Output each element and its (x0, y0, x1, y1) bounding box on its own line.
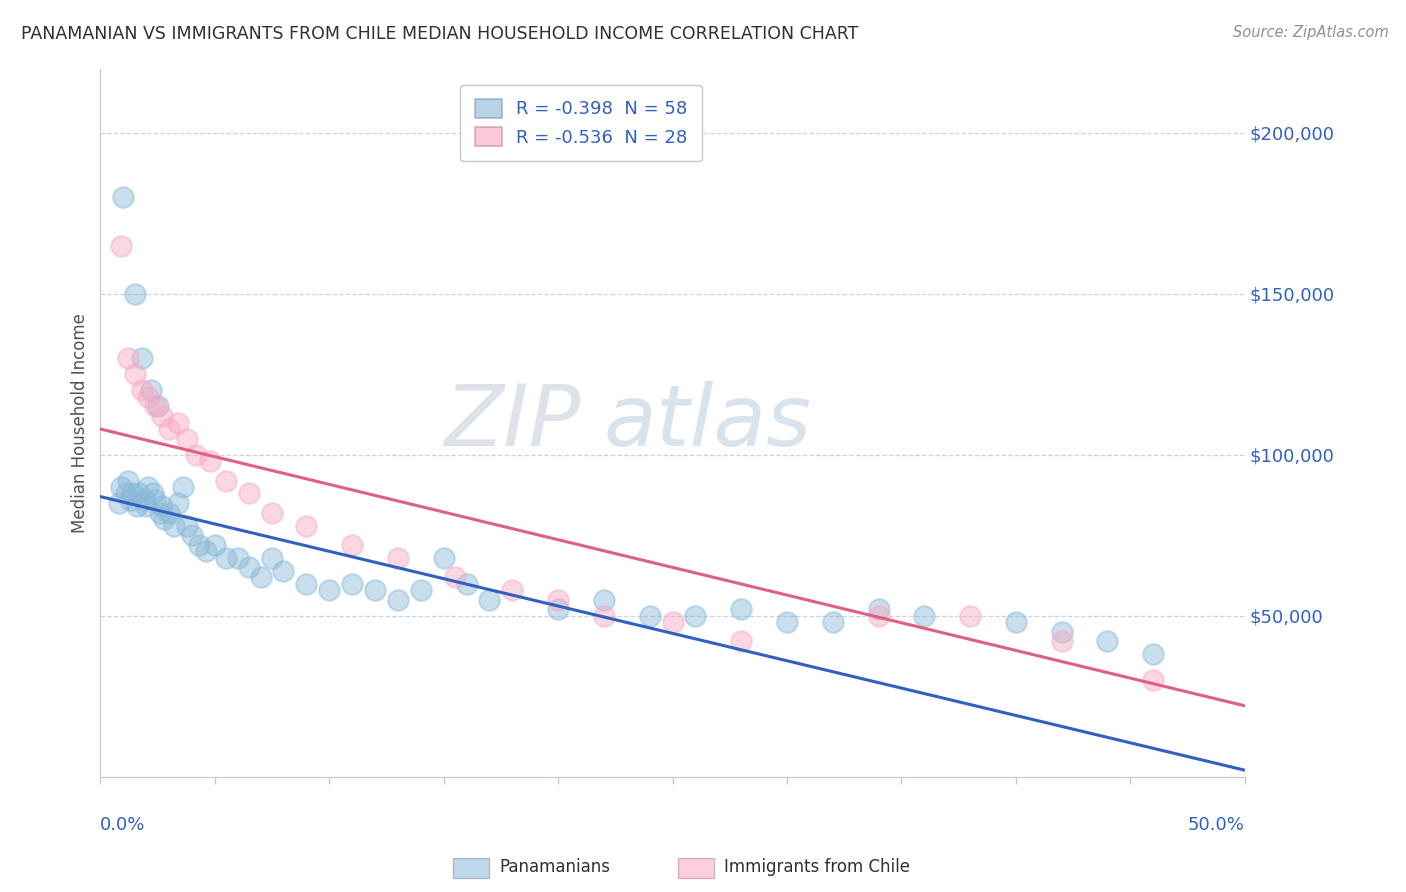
Point (593, 608, 616, 623)
Point (120, 492, 142, 507)
Point (912, 608, 935, 623)
Point (114, 486, 136, 500)
Point (387, 592, 409, 607)
Point (167, 416, 190, 430)
Point (730, 634, 752, 648)
Point (685, 608, 707, 623)
Point (117, 351, 139, 366)
Point (138, 480, 160, 494)
Point (1050, 624, 1073, 639)
Text: ZIP: ZIP (444, 381, 581, 464)
Point (1097, 634, 1119, 648)
Point (117, 474, 139, 488)
Point (295, 576, 318, 591)
Point (149, 506, 172, 520)
Point (180, 528, 202, 542)
Point (107, 496, 129, 510)
Point (730, 602, 752, 616)
Point (318, 582, 340, 597)
Point (204, 538, 226, 552)
Point (295, 518, 318, 533)
Point (112, 190, 135, 204)
Point (194, 544, 217, 558)
Point (1050, 634, 1073, 648)
Point (142, 486, 165, 500)
Point (131, 384, 153, 398)
Point (167, 496, 190, 510)
Point (176, 518, 198, 533)
Point (776, 615, 799, 629)
Text: Source: ZipAtlas.com: Source: ZipAtlas.com (1233, 25, 1389, 40)
Point (176, 432, 198, 446)
Point (121, 486, 143, 500)
Point (135, 500, 157, 514)
Point (593, 592, 616, 607)
Point (215, 550, 238, 565)
Text: Immigrants from Chile: Immigrants from Chile (724, 858, 910, 876)
Point (868, 602, 890, 616)
Point (409, 582, 432, 597)
Point (186, 448, 208, 462)
Y-axis label: Median Household Income: Median Household Income (72, 312, 89, 533)
Point (1005, 615, 1028, 629)
Point (157, 422, 180, 436)
Point (187, 538, 209, 552)
Point (260, 550, 283, 565)
Point (547, 602, 569, 616)
Point (138, 390, 160, 404)
Point (238, 560, 260, 574)
Point (131, 351, 153, 366)
Legend: R = -0.398  N = 58, R = -0.536  N = 28: R = -0.398 N = 58, R = -0.536 N = 28 (460, 85, 702, 161)
Point (661, 615, 683, 629)
Point (387, 550, 409, 565)
Point (821, 615, 844, 629)
Point (478, 592, 501, 607)
Point (132, 492, 155, 507)
Point (153, 512, 176, 526)
Point (150, 500, 173, 514)
Point (172, 480, 194, 494)
Text: atlas: atlas (605, 381, 811, 464)
Text: 0.0%: 0.0% (100, 815, 146, 833)
Point (143, 492, 166, 507)
Text: 50.0%: 50.0% (1188, 815, 1244, 833)
Point (110, 480, 132, 494)
Point (273, 564, 295, 578)
Point (226, 550, 249, 565)
Point (157, 506, 180, 520)
Point (340, 538, 363, 552)
Point (638, 608, 661, 623)
Point (162, 518, 184, 533)
Point (959, 608, 981, 623)
Point (340, 576, 363, 591)
Point (146, 400, 169, 414)
Point (501, 582, 523, 597)
Point (444, 570, 467, 584)
Point (110, 238, 132, 252)
Point (249, 570, 271, 584)
Point (547, 592, 569, 607)
Point (868, 608, 890, 623)
Point (364, 582, 387, 597)
Point (215, 474, 238, 488)
Point (139, 384, 162, 398)
Point (128, 486, 150, 500)
Point (124, 286, 146, 301)
Point (456, 576, 478, 591)
Text: Panamanians: Panamanians (499, 858, 610, 876)
Point (150, 409, 173, 424)
Point (1142, 648, 1164, 662)
Point (433, 550, 456, 565)
Point (143, 400, 166, 414)
Point (200, 454, 222, 468)
Point (124, 368, 146, 382)
Point (260, 506, 283, 520)
Point (125, 500, 148, 514)
Text: PANAMANIAN VS IMMIGRANTS FROM CHILE MEDIAN HOUSEHOLD INCOME CORRELATION CHART: PANAMANIAN VS IMMIGRANTS FROM CHILE MEDI… (21, 25, 859, 43)
Point (238, 486, 260, 500)
Point (1142, 673, 1164, 687)
